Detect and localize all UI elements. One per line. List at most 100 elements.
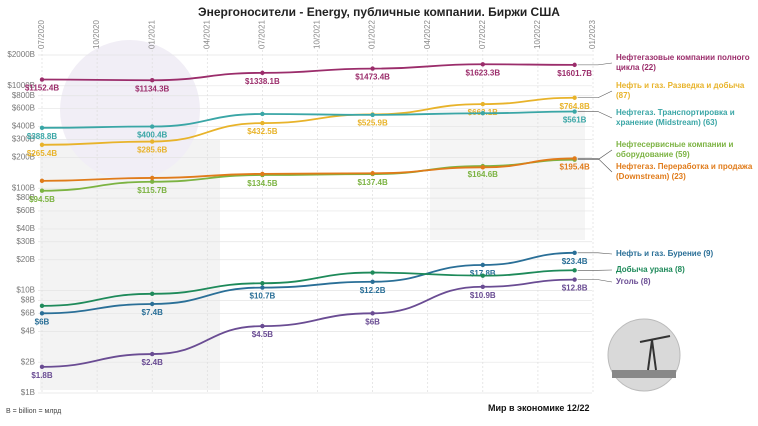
- data-point: [370, 112, 375, 118]
- data-point: [150, 301, 155, 307]
- y-tick-label: $4B: [21, 326, 35, 335]
- data-label: $6B: [365, 317, 380, 326]
- data-point: [39, 77, 45, 82]
- data-label: $525.9B: [357, 119, 387, 128]
- data-point: [480, 62, 485, 67]
- data-point: [480, 111, 485, 116]
- x-tick-label: 07/2020: [37, 20, 46, 49]
- data-point: [150, 179, 155, 184]
- data-point: [370, 279, 375, 284]
- y-tick-label: $40B: [16, 224, 35, 233]
- data-point: [572, 95, 577, 100]
- data-point: [260, 323, 265, 329]
- y-tick-label: $100B: [12, 183, 35, 192]
- data-point: [572, 156, 577, 161]
- legend-connector: [577, 252, 613, 255]
- data-label: $1152.4B: [25, 84, 59, 93]
- data-label: $561B: [563, 116, 587, 125]
- y-tick-label: $80B: [16, 193, 35, 202]
- source: Мир в экономике 12/22: [488, 403, 590, 413]
- y-tick-label: $300B: [12, 134, 35, 143]
- data-label: $164.6B: [468, 170, 498, 179]
- data-point: [480, 273, 485, 278]
- data-label: $285.6B: [137, 146, 167, 155]
- data-label: $23.4B: [562, 257, 588, 266]
- legend-entry: Уголь (8): [616, 277, 651, 286]
- data-label: $764.8B: [560, 102, 590, 111]
- data-label: $1338.1B: [245, 77, 280, 86]
- data-point: [370, 171, 375, 176]
- photo: [607, 318, 681, 392]
- data-label: $1473.4B: [355, 73, 390, 82]
- legend-connector: [577, 158, 613, 173]
- data-point: [480, 262, 485, 268]
- data-point: [150, 124, 155, 129]
- data-label: $388.8B: [27, 132, 57, 141]
- data-label: $10.9B: [470, 291, 496, 300]
- x-tick-label: 10/2021: [313, 20, 322, 49]
- data-point: [260, 120, 265, 126]
- legend-connector: [577, 62, 613, 66]
- legend-connector: [577, 149, 613, 160]
- y-tick-label: $20B: [16, 255, 35, 264]
- legend-entry: Добыча урана (8): [616, 265, 685, 274]
- series-line: [41, 158, 575, 192]
- data-point: [260, 171, 265, 177]
- data-point: [260, 281, 265, 286]
- data-label: $265.4B: [27, 149, 57, 158]
- data-point: [572, 250, 577, 256]
- data-point: [39, 303, 45, 309]
- y-tick-label: $200B: [12, 153, 35, 162]
- data-point: [260, 111, 265, 117]
- data-label: $4.5B: [252, 330, 274, 339]
- data-point: [39, 311, 45, 316]
- data-label: $6B: [35, 317, 50, 326]
- y-tick-label: $600B: [12, 104, 35, 113]
- x-tick-label: 01/2023: [588, 20, 597, 49]
- data-label: $1134.3B: [135, 84, 169, 93]
- legend-entry: Нефтегазовые компании полного цикла (22): [616, 53, 750, 72]
- x-tick-label: 04/2021: [202, 20, 211, 49]
- x-tick-label: 01/2021: [147, 20, 156, 49]
- x-tick-label: 01/2022: [368, 20, 377, 49]
- data-point: [150, 291, 155, 297]
- data-point: [260, 285, 265, 290]
- x-tick-label: 10/2022: [533, 20, 542, 49]
- data-label: $7.4B: [142, 308, 164, 317]
- data-point: [150, 139, 155, 144]
- data-point: [39, 125, 45, 131]
- y-tick-label: $1000B: [7, 81, 35, 90]
- x-tick-label: 04/2022: [423, 20, 432, 49]
- data-label: $94.5B: [29, 195, 55, 204]
- data-point: [572, 62, 577, 68]
- data-point: [370, 270, 375, 275]
- y-tick-label: $8B: [21, 296, 35, 305]
- y-tick-label: $60B: [16, 206, 35, 215]
- y-tick-label: $400B: [12, 122, 35, 131]
- y-tick-label: $800B: [12, 91, 35, 100]
- data-point: [370, 66, 375, 71]
- legend-entry: Нефтесервисные компании и оборудование (…: [616, 140, 734, 159]
- photo: [639, 335, 671, 371]
- y-tick-label: $2000B: [7, 50, 35, 59]
- data-label: $134.5B: [247, 179, 277, 188]
- footnote: B = billion = млрд: [6, 408, 62, 415]
- legend-entry: Нефть и газ. Разведка и добыча (87): [616, 81, 745, 100]
- data-point: [480, 165, 485, 170]
- legend-entry: Нефтегаз. Переработка и продажа (Downstr…: [616, 162, 753, 181]
- x-tick-label: 10/2020: [92, 20, 101, 49]
- data-label: $1.8B: [31, 371, 53, 380]
- legend-connector: [577, 279, 613, 283]
- data-label: $2.4B: [142, 358, 164, 367]
- y-tick-label: $2B: [21, 357, 35, 366]
- data-point: [480, 101, 485, 107]
- data-point: [260, 70, 265, 76]
- chart-title: Энергоносители - Energy, публичные компа…: [198, 5, 560, 19]
- data-point: [572, 268, 577, 273]
- data-label: $115.7B: [137, 186, 167, 195]
- data-label: $10.7B: [250, 292, 276, 301]
- legend-connector: [577, 111, 613, 119]
- data-label: $12.2B: [360, 286, 386, 295]
